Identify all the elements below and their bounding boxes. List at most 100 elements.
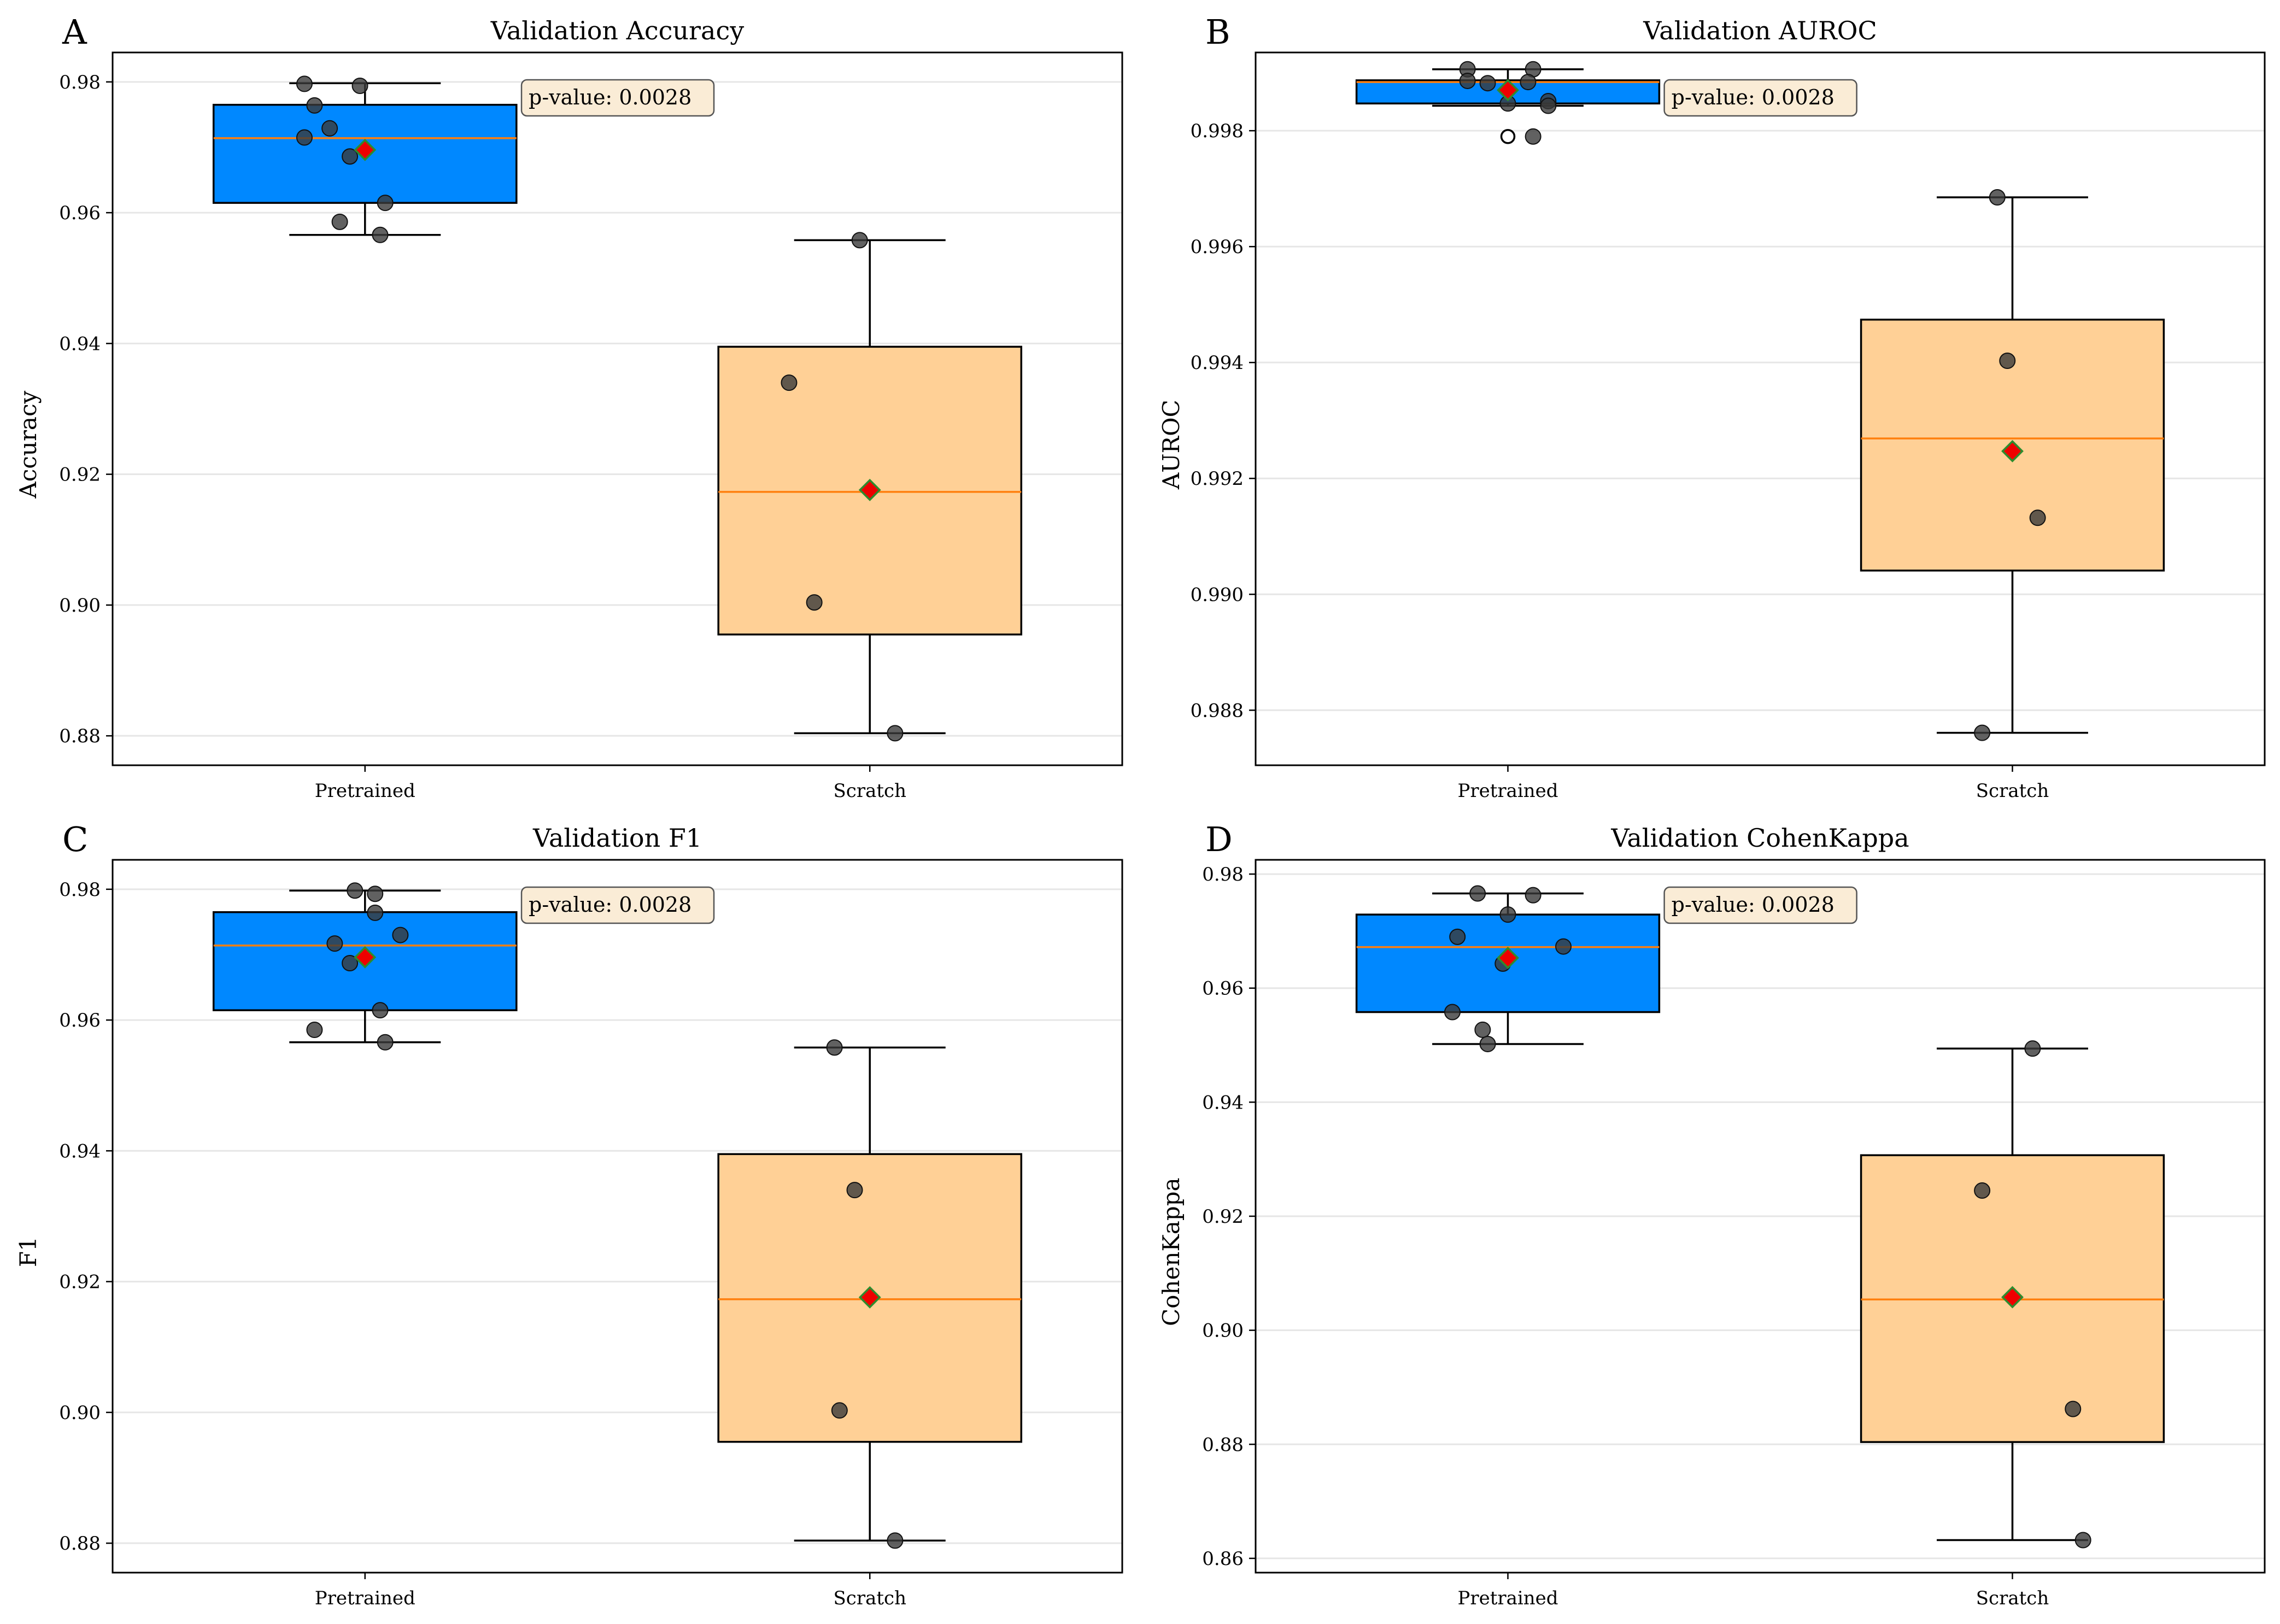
y-tick-label: 0.90 (1202, 1320, 1244, 1342)
mean-marker (2001, 439, 2024, 462)
data-point (1449, 928, 1466, 945)
box-scratch (717, 232, 1023, 742)
data-point (377, 1034, 394, 1051)
data-point (2074, 1532, 2091, 1549)
data-point (372, 1002, 389, 1019)
x-tick-label: Scratch (1976, 780, 2049, 802)
p-value-box (520, 886, 715, 924)
plot-frame (1255, 859, 2266, 1574)
p-value-box (1663, 79, 1857, 117)
y-tick-label: 0.98 (1202, 864, 1244, 886)
data-point (331, 213, 348, 230)
y-tick-label: 0.92 (1202, 1206, 1244, 1228)
data-point (326, 935, 343, 952)
panel-d: 0.86 0.88 0.90 0.92 0.94 0.96 0.98 Pretrained Sc… (1158, 819, 2266, 1609)
data-point (296, 129, 313, 146)
data-point (392, 927, 409, 943)
data-point (781, 374, 798, 391)
p-value-annotation: p-value: 0.0028 (1672, 893, 1834, 917)
box-pretrained (212, 75, 518, 243)
data-point (831, 1402, 848, 1419)
y-tick-label: 0.990 (1191, 584, 1244, 606)
panel-title: Validation AUROC (1643, 16, 1877, 45)
box-scratch (1860, 189, 2165, 741)
y-tick-label: 0.992 (1191, 468, 1244, 490)
data-point (1989, 189, 2006, 206)
data-point (1974, 724, 1991, 741)
data-point (1974, 1182, 1991, 1199)
box-pretrained (212, 882, 518, 1051)
y-tick-label: 0.88 (1202, 1434, 1244, 1456)
data-point (826, 1039, 843, 1056)
y-axis-label: AUROC (1158, 400, 1185, 490)
x-tick-label: Pretrained (315, 780, 415, 802)
y-tick-label: 0.92 (59, 464, 101, 486)
x-tick-label: Scratch (1976, 1587, 2049, 1609)
panel-title: Validation Accuracy (490, 16, 744, 45)
x-tick-label: Pretrained (1457, 780, 1558, 802)
box-pretrained (1355, 885, 1661, 1052)
box-pretrained (1355, 61, 1661, 145)
data-point (1555, 938, 1572, 955)
mean-marker (858, 1286, 881, 1309)
data-point (1469, 885, 1486, 902)
y-tick-label: 0.96 (59, 202, 101, 224)
y-tick-label: 0.94 (59, 1140, 101, 1162)
data-point (887, 725, 904, 742)
data-point (377, 195, 394, 212)
y-axis-label: Accuracy (15, 391, 42, 499)
y-tick-label: 0.94 (59, 333, 101, 355)
data-point (306, 97, 323, 114)
y-axis-label: CohenKappa (1158, 1177, 1185, 1326)
y-tick-label: 0.90 (59, 595, 101, 617)
mean-marker (1497, 946, 1519, 969)
panel-title: Validation F1 (532, 823, 702, 853)
x-tick-label: Pretrained (315, 1587, 415, 1609)
data-point (887, 1532, 904, 1549)
y-tick-label: 0.98 (59, 72, 101, 93)
y-tick-label: 0.96 (59, 1010, 101, 1031)
data-point (851, 232, 868, 249)
data-point (1525, 887, 1542, 904)
y-tick-label: 0.88 (59, 1533, 101, 1555)
data-point (1479, 75, 1496, 92)
outlier-point (1500, 128, 1516, 144)
mean-marker (1497, 79, 1519, 102)
data-point (1525, 128, 1542, 145)
data-point (306, 1022, 323, 1039)
plot-frame (1255, 51, 2266, 766)
data-point (1479, 1035, 1496, 1052)
data-point (367, 904, 384, 921)
box-scratch (717, 1039, 1023, 1549)
data-point (1444, 1004, 1461, 1021)
panel-letter: C (62, 819, 88, 859)
p-value-box (520, 79, 715, 117)
mean-marker (858, 478, 881, 501)
y-tick-label: 0.90 (59, 1402, 101, 1424)
data-point (372, 226, 389, 243)
plot-frame (112, 859, 1123, 1574)
y-tick-label: 0.86 (1202, 1548, 1244, 1570)
y-tick-label: 0.996 (1191, 236, 1244, 258)
panel-letter: D (1205, 819, 1233, 859)
data-point (1520, 74, 1537, 91)
data-point (367, 886, 384, 902)
p-value-annotation: p-value: 0.0028 (1672, 85, 1834, 109)
data-point (347, 882, 364, 899)
panel-letter: B (1205, 12, 1230, 52)
data-point (2065, 1400, 2082, 1417)
x-tick-label: Scratch (834, 780, 906, 802)
panel-a: 0.88 0.90 0.92 0.94 0.96 0.98 Pretrained Scratc… (15, 12, 1123, 802)
x-tick-label: Pretrained (1457, 1587, 1558, 1609)
panel-title: Validation CohenKappa (1610, 823, 1909, 853)
x-tick-label: Scratch (834, 1587, 906, 1609)
panel-b: 0.988 0.990 0.992 0.994 0.996 0.998 Pretrained… (1158, 12, 2266, 802)
data-point (1459, 72, 1476, 89)
y-tick-label: 0.98 (59, 879, 101, 901)
data-point (846, 1182, 863, 1199)
data-point (2024, 1040, 2041, 1057)
data-point (351, 78, 368, 95)
mean-marker (354, 946, 377, 969)
y-tick-label: 0.88 (59, 725, 101, 747)
data-point (2029, 509, 2046, 526)
